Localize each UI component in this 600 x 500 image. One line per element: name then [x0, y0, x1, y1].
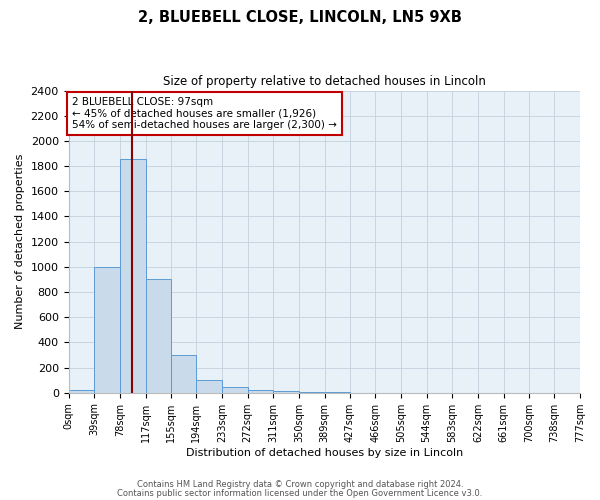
- X-axis label: Distribution of detached houses by size in Lincoln: Distribution of detached houses by size …: [185, 448, 463, 458]
- Text: Contains HM Land Registry data © Crown copyright and database right 2024.: Contains HM Land Registry data © Crown c…: [137, 480, 463, 489]
- Title: Size of property relative to detached houses in Lincoln: Size of property relative to detached ho…: [163, 75, 486, 88]
- Bar: [248, 390, 273, 392]
- Text: 2 BLUEBELL CLOSE: 97sqm
← 45% of detached houses are smaller (1,926)
54% of semi: 2 BLUEBELL CLOSE: 97sqm ← 45% of detache…: [72, 97, 337, 130]
- Bar: [120, 158, 146, 392]
- Bar: [94, 267, 120, 392]
- Bar: [146, 280, 170, 392]
- Text: 2, BLUEBELL CLOSE, LINCOLN, LN5 9XB: 2, BLUEBELL CLOSE, LINCOLN, LN5 9XB: [138, 10, 462, 25]
- Bar: [196, 380, 222, 392]
- Bar: [222, 387, 248, 392]
- Text: Contains public sector information licensed under the Open Government Licence v3: Contains public sector information licen…: [118, 488, 482, 498]
- Bar: [68, 390, 94, 392]
- Bar: [170, 355, 196, 393]
- Y-axis label: Number of detached properties: Number of detached properties: [15, 154, 25, 330]
